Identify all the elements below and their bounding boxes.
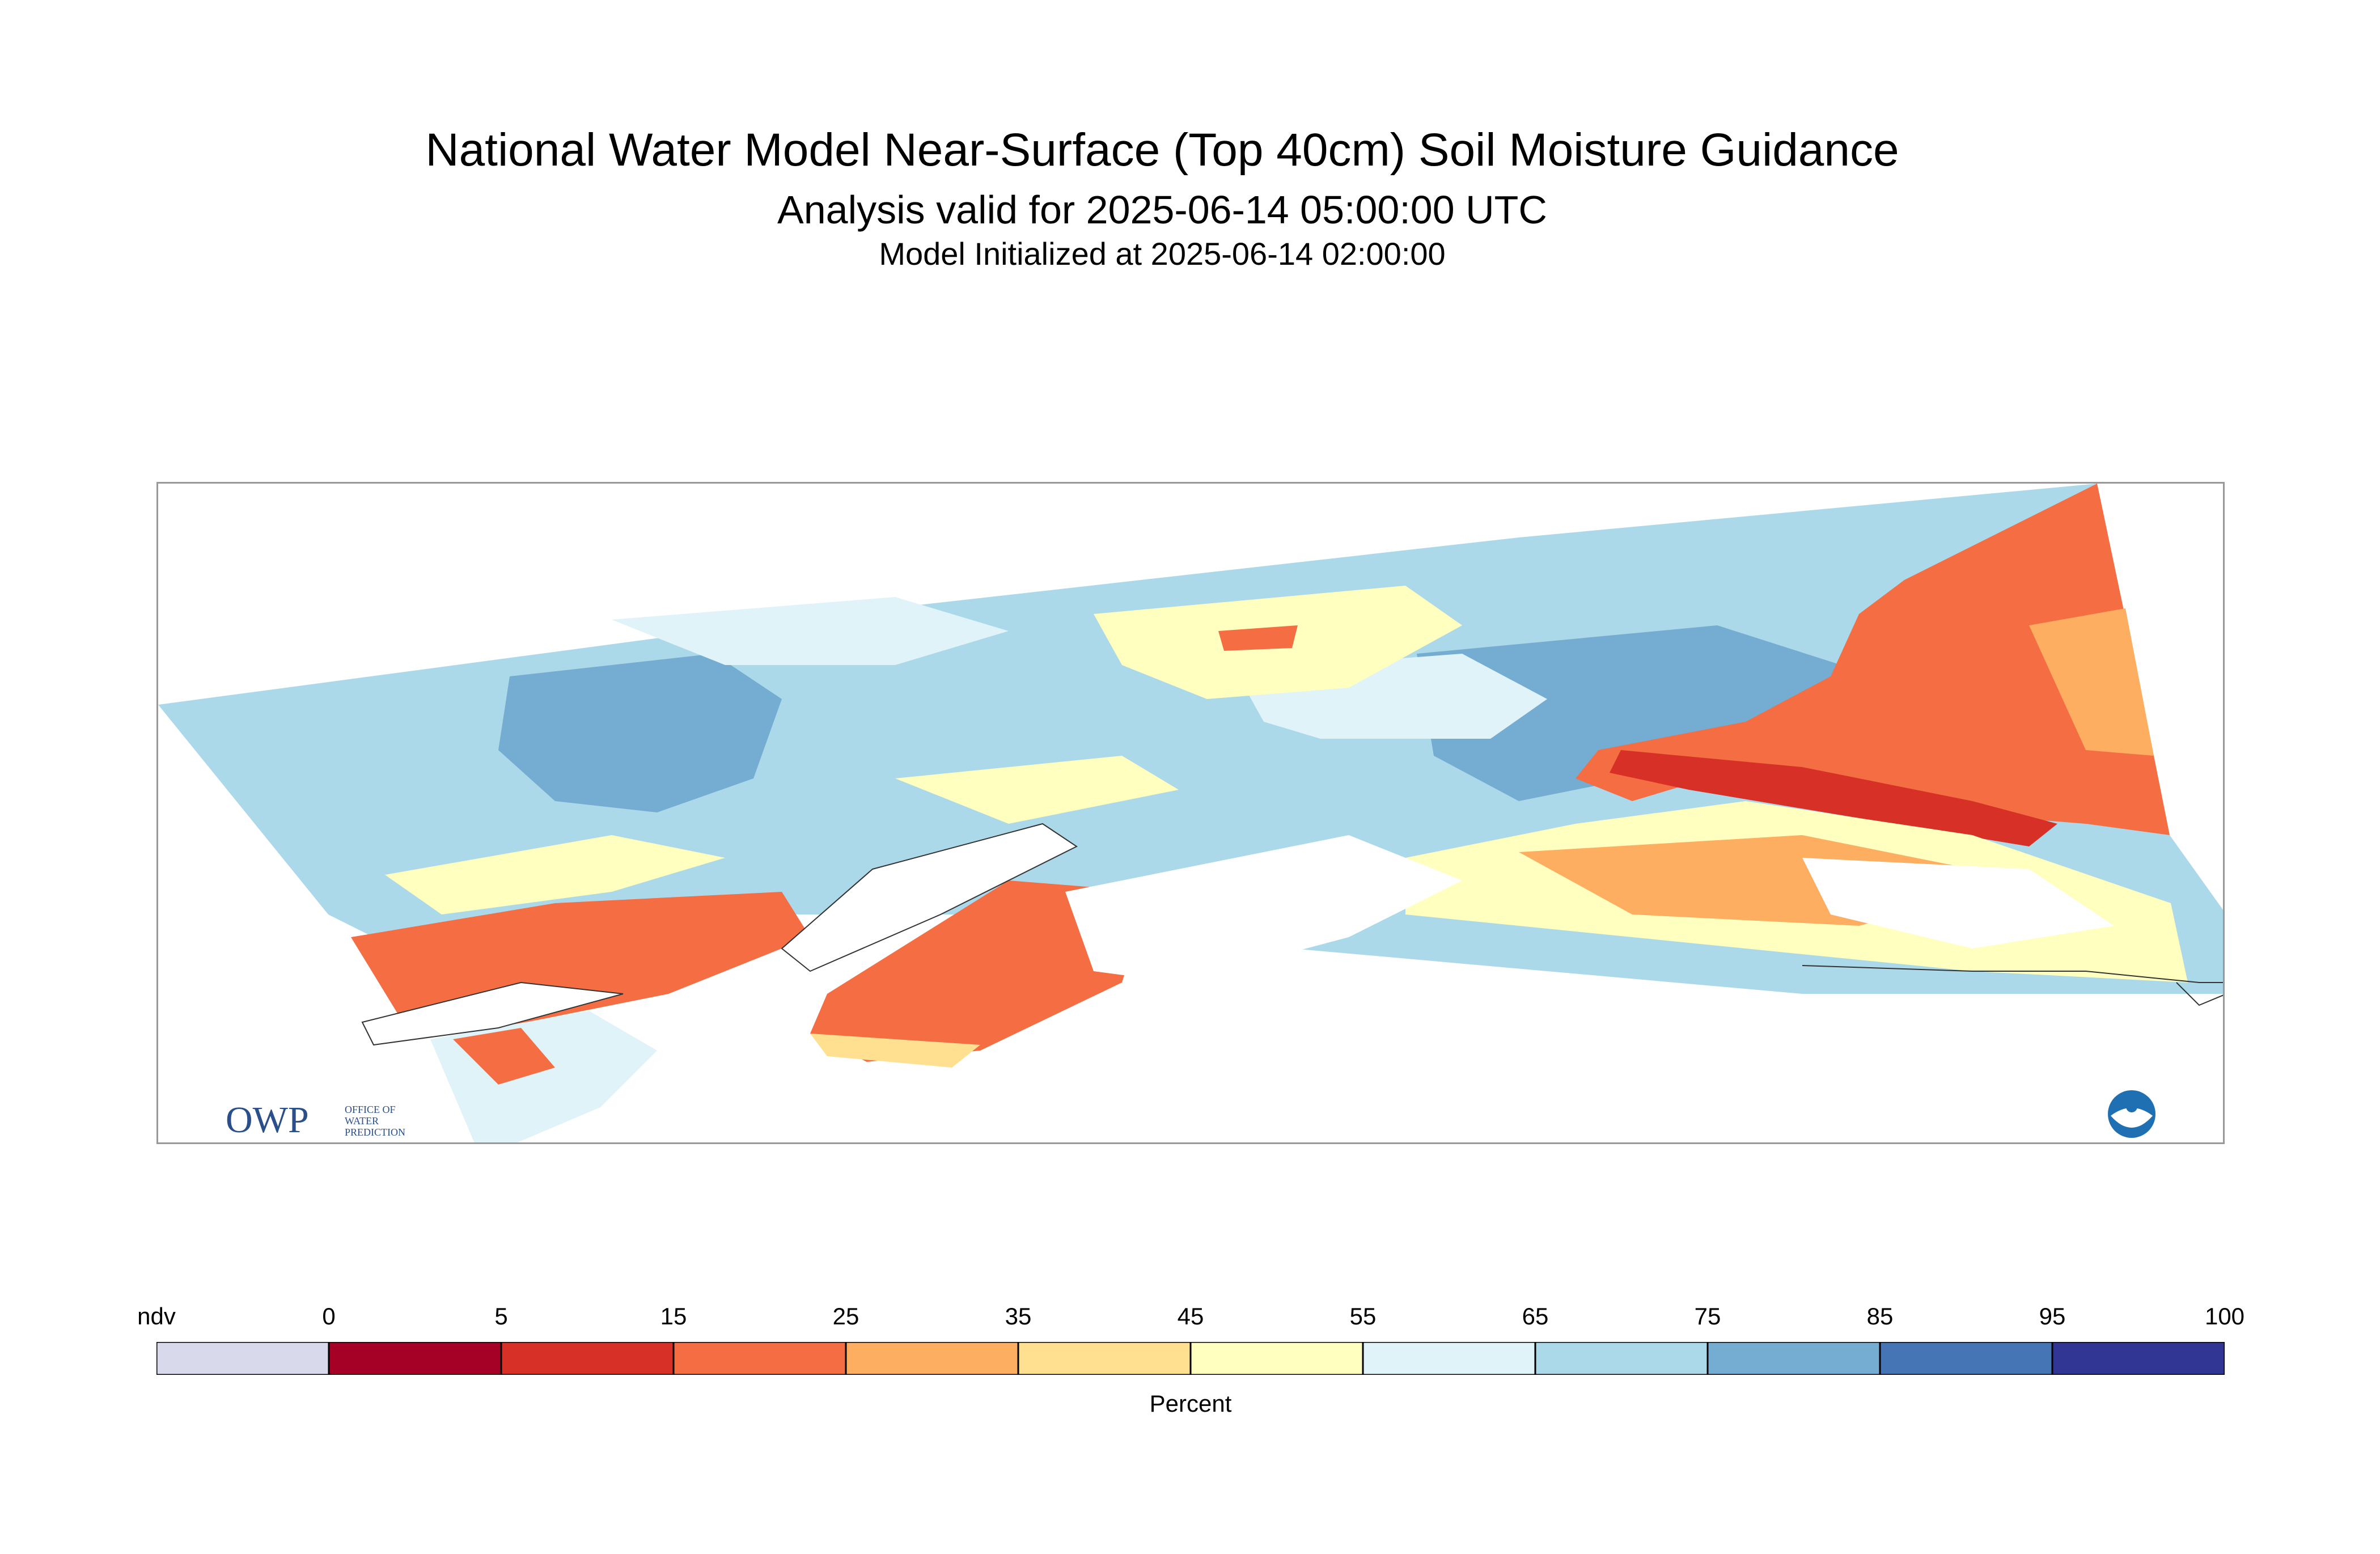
colorbar-tick-label: 55 — [1349, 1303, 1377, 1329]
dry-zone-east-fringe — [2029, 608, 2154, 756]
map-panel — [156, 482, 2225, 1144]
colorbar-bin-1 — [328, 1342, 502, 1375]
colorbar — [156, 1342, 2225, 1375]
white-zone-south-central — [1802, 858, 2114, 949]
colorbar-bin-11 — [2051, 1342, 2225, 1375]
peninsula-southwest-dry — [453, 1028, 555, 1085]
moderate-zone-3 — [895, 756, 1179, 824]
peninsula-central — [810, 880, 1150, 1062]
colorbar-bin-4 — [845, 1342, 1019, 1375]
owp-line-2: WATER — [345, 1115, 379, 1127]
colorbar-tick-label: 95 — [2039, 1303, 2066, 1329]
colorbar-tick-label: 35 — [1005, 1303, 1032, 1329]
map-subtitle: Analysis valid for 2025-06-14 05:00:00 U… — [777, 188, 1547, 232]
colorbar-bin-7 — [1362, 1342, 1536, 1375]
colorbar-bin-6 — [1189, 1342, 1364, 1375]
dry-patch-north — [1218, 625, 1298, 651]
colorbar-bin-5 — [1017, 1342, 1192, 1375]
coastline-southeast — [2176, 982, 2223, 1006]
soil-moisture-map — [158, 484, 2223, 1142]
colorbar-bin-9 — [1706, 1342, 1881, 1375]
colorbar-bin-2 — [500, 1342, 675, 1375]
colorbar-tick-label: 15 — [660, 1303, 687, 1329]
wet-zone-central — [1417, 625, 1859, 801]
colorbar-bin-8 — [1534, 1342, 1709, 1375]
coastline-south — [1802, 965, 2223, 983]
colorbar-tick-label: 5 — [494, 1303, 508, 1329]
noaa-logo-icon — [2108, 1090, 2155, 1138]
colorbar-tick-label: 25 — [832, 1303, 859, 1329]
white-zone-central — [1065, 835, 1462, 983]
owp-line-1: OFFICE OF — [345, 1104, 396, 1115]
colorbar-bin-0 — [156, 1342, 330, 1375]
colorbar-tick-label: 0 — [322, 1303, 336, 1329]
owp-wordmark: OWP — [226, 1099, 309, 1141]
owp-line-3: PREDICTION — [345, 1127, 405, 1138]
colorbar-bin-3 — [672, 1342, 847, 1375]
colorbar-tick-label: 65 — [1522, 1303, 1549, 1329]
map-title: National Water Model Near-Surface (Top 4… — [425, 124, 1899, 176]
peninsula-central-tip — [810, 1034, 980, 1068]
inlet-water — [781, 823, 1078, 972]
colorbar-tick-label: ndv — [137, 1303, 176, 1329]
colorbar-tick-label: 45 — [1177, 1303, 1204, 1329]
dry-zone-east — [1576, 484, 2170, 835]
moderate-zone-2 — [385, 835, 725, 914]
model-init-time: Model Initialized at 2025-06-14 02:00:00 — [879, 236, 1446, 272]
bay-water — [361, 981, 624, 1046]
very-dry-band — [1610, 750, 2057, 846]
colorbar-units-label: Percent — [1149, 1390, 1232, 1417]
wet-zone-north — [612, 597, 1009, 665]
colorbar-tick-label: 85 — [1866, 1303, 1894, 1329]
owp-logo: OWP OFFICE OF WATER PREDICTION — [226, 1099, 405, 1141]
wet-zone-west — [498, 654, 782, 812]
colorbar-tick-label: 100 — [2204, 1303, 2245, 1329]
colorbar-tick-label: 75 — [1694, 1303, 1721, 1329]
colorbar-bin-10 — [1879, 1342, 2053, 1375]
